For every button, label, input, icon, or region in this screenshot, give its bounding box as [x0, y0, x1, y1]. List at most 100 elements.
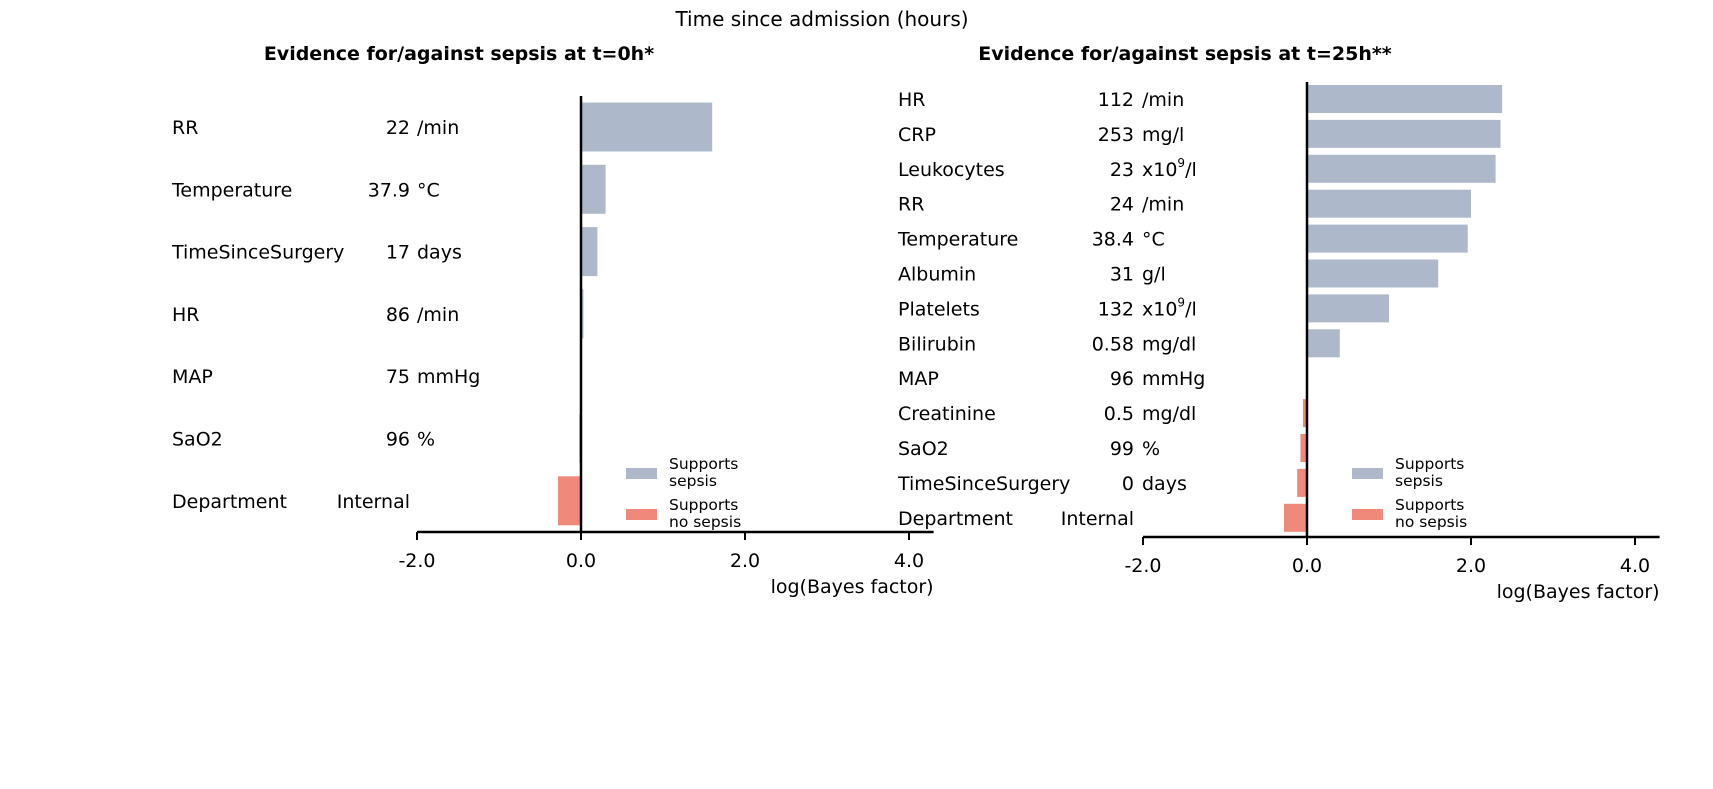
row-bilirubin: Bilirubin 0.58 mg/dl: [898, 329, 1340, 358]
x-tick-label: 0.0: [566, 550, 596, 572]
bar: [581, 102, 713, 152]
panels: Evidence for/against sepsis at t=0h* RR 22…: [171, 43, 1660, 603]
feature-name: Department: [172, 491, 287, 513]
legend-swatch-sepsis: [1352, 468, 1383, 479]
row-map: MAP 96 mmHg: [898, 368, 1205, 390]
feature-value: 96: [1110, 368, 1134, 390]
bar: [1297, 468, 1307, 497]
bar: [1300, 434, 1307, 462]
feature-name: MAP: [898, 368, 939, 390]
legend-label: Supports no sepsis: [669, 496, 741, 531]
feature-unit: x109/l: [1142, 156, 1197, 181]
feature-name: RR: [172, 117, 198, 139]
feature-value: 22: [386, 117, 410, 139]
feature-value: 17: [386, 242, 410, 264]
panel-2: Evidence for/against sepsis at t=25h** HR…: [897, 43, 1660, 603]
bar: [1307, 259, 1439, 288]
x-tick-label: -2.0: [1124, 555, 1161, 577]
x-tick-label: 2.0: [1456, 555, 1486, 577]
feature-value: 112: [1098, 89, 1134, 111]
feature-name: HR: [172, 304, 200, 326]
feature-unit: %: [417, 429, 435, 451]
bar: [1302, 399, 1307, 428]
feature-unit: days: [1142, 473, 1187, 495]
legend: Supports sepsis Supports no sepsis: [1352, 455, 1467, 531]
feature-value: 253: [1098, 124, 1134, 146]
feature-value: 86: [386, 304, 410, 326]
bar: [1284, 503, 1307, 532]
row-rr: RR 24/min: [898, 189, 1471, 218]
feature-value: Internal: [1061, 508, 1134, 530]
bar: [1307, 224, 1468, 253]
feature-value: 23: [1110, 159, 1134, 181]
feature-name: Temperature: [171, 179, 292, 201]
x-tick-label: -2.0: [398, 550, 435, 572]
legend-label: Supports no sepsis: [1395, 496, 1467, 531]
feature-unit: /min: [1142, 194, 1184, 216]
legend-swatch-no-sepsis: [626, 509, 657, 520]
feature-value: 132: [1098, 298, 1134, 320]
feature-name: RR: [898, 194, 924, 216]
row-hr: HR 112/min: [898, 85, 1503, 113]
bar: [1307, 189, 1471, 218]
feature-value: 0.58: [1092, 333, 1134, 355]
row-temperature: Temperature 38.4 °C: [897, 224, 1468, 253]
feature-value: 0.5: [1104, 403, 1134, 425]
feature-value: 96: [386, 429, 410, 451]
feature-unit: mmHg: [417, 366, 480, 388]
feature-unit: x109/l: [1142, 295, 1197, 320]
bar: [1307, 329, 1340, 358]
legend-swatch-sepsis: [626, 468, 657, 479]
panel-title: Evidence for/against sepsis at t=0h*: [264, 43, 654, 65]
feature-unit: %: [1142, 438, 1160, 460]
row-hr: HR 86/min: [172, 289, 584, 339]
legend-label: Supports sepsis: [669, 455, 738, 490]
legend-swatch-no-sepsis: [1352, 509, 1383, 520]
feature-unit: °C: [1142, 229, 1165, 251]
row-leukocytes: Leukocytes 23 x109/l: [898, 154, 1496, 183]
row-albumin: Albumin 31 g/l: [898, 259, 1439, 288]
feature-value: 31: [1110, 264, 1134, 286]
feature-name: Albumin: [898, 264, 976, 286]
bar: [1307, 154, 1496, 183]
feature-value: Internal: [337, 491, 410, 513]
x-tick-label: 0.0: [1292, 555, 1322, 577]
panel-title: Evidence for/against sepsis at t=25h**: [978, 43, 1392, 65]
x-axis-label: log(Bayes factor): [771, 576, 934, 598]
feature-unit: /min: [417, 117, 459, 139]
row-crp: CRP 253 mg/l: [898, 119, 1501, 148]
row-rr: RR 22/min: [172, 102, 713, 152]
x-tick-label: 2.0: [730, 550, 760, 572]
feature-name: Department: [898, 508, 1013, 530]
feature-name: SaO2: [172, 429, 223, 451]
row-creatinine: Creatinine 0.5 mg/dl: [898, 399, 1307, 428]
feature-unit: days: [417, 242, 462, 264]
feature-value: 0: [1122, 473, 1134, 495]
row-sao2: SaO2 99%: [898, 434, 1307, 462]
feature-name: CRP: [898, 124, 936, 146]
x-axis-label: log(Bayes factor): [1497, 581, 1660, 603]
feature-value: 37.9: [368, 179, 410, 201]
feature-name: Platelets: [898, 298, 980, 320]
feature-unit: mg/dl: [1142, 403, 1196, 425]
feature-unit: mg/l: [1142, 124, 1184, 146]
feature-value: 75: [386, 366, 410, 388]
row-platelets: Platelets 132 x109/l: [898, 294, 1389, 323]
x-tick-label: 4.0: [1620, 555, 1650, 577]
feature-unit: /min: [417, 304, 459, 326]
row-department: Department Internal: [898, 503, 1307, 532]
panel-1: Evidence for/against sepsis at t=0h* RR 22…: [171, 43, 934, 598]
feature-name: MAP: [172, 366, 213, 388]
bar: [581, 227, 598, 277]
feature-name: SaO2: [898, 438, 949, 460]
feature-name: TimeSinceSurgery: [171, 242, 344, 264]
row-timesincesurgery: TimeSinceSurgery 17 days: [171, 227, 598, 277]
row-sao2: SaO2 96%: [172, 414, 581, 463]
bar: [1307, 294, 1389, 323]
figure-suptitle: Time since admission (hours): [674, 7, 968, 31]
feature-unit: mg/dl: [1142, 333, 1196, 355]
feature-name: HR: [898, 89, 926, 111]
feature-unit: °C: [417, 179, 440, 201]
